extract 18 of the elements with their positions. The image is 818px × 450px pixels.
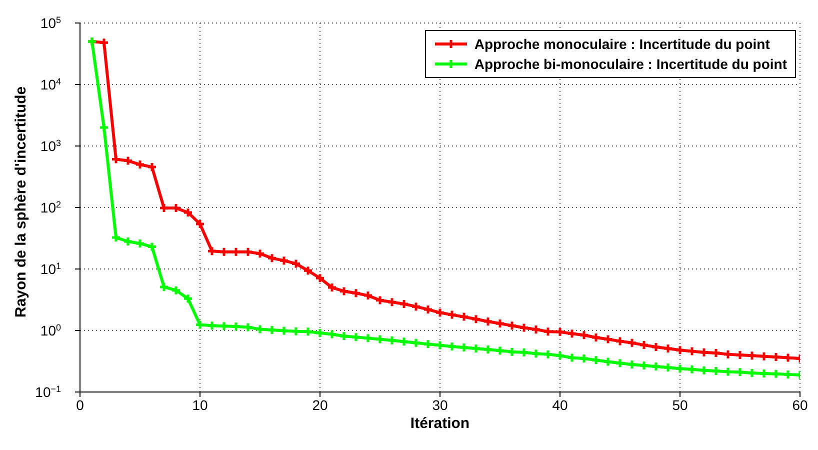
y-tick-label: 10$^{2}$ [40, 200, 61, 216]
x-tick-label: 10 [192, 396, 208, 413]
y-tick-label: 10$^{5}$ [40, 15, 61, 31]
y-tick-label: 10$^{0}$ [40, 322, 61, 338]
x-tick-label: 20 [312, 396, 328, 413]
x-tick-label: 50 [672, 396, 688, 413]
x-tick-label: 0 [76, 396, 84, 413]
y-tick-label: 10$^{−1}$ [35, 384, 61, 400]
y-tick-label: 10$^{1}$ [40, 261, 61, 277]
x-tick-label: 60 [792, 396, 808, 413]
x-axis-title: Itération [410, 415, 470, 432]
y-axis-title: Rayon de la sphère d'incertitude [12, 86, 30, 318]
y-tick-label: 10$^{3}$ [40, 138, 61, 154]
x-tick-label: 30 [432, 396, 448, 413]
y-tick-label: 10$^{4}$ [40, 76, 61, 92]
legend-label: Approche bi-monoculaire : Incertitude du point [474, 55, 787, 74]
x-tick-label: 40 [552, 396, 568, 413]
legend-label: Approche monoculaire : Incertitude du point [474, 35, 770, 54]
